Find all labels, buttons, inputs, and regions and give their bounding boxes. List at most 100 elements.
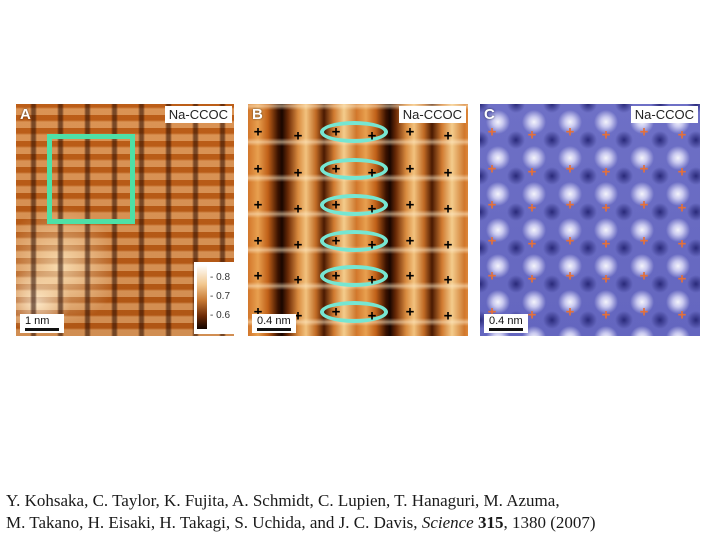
- panel-a-scalebar: 1 nm: [20, 314, 64, 333]
- panel-b-scalebar-label: 0.4 nm: [257, 315, 291, 327]
- citation: Y. Kohsaka, C. Taylor, K. Fujita, A. Sch…: [6, 490, 716, 534]
- panel-c-scalebar-label: 0.4 nm: [489, 315, 523, 327]
- panel-c-label: Na-CCOC: [630, 106, 698, 123]
- panel-c-marker: +: [565, 160, 575, 178]
- panel-b-marker: +: [367, 164, 377, 182]
- panel-c-marker: +: [601, 270, 611, 288]
- panel-c-marker: +: [639, 123, 649, 141]
- panel-b-marker: +: [443, 200, 453, 218]
- panel-b-marker: +: [367, 127, 377, 145]
- panel-a-stm-image: A Na-CCOC - 0.8 - 0.7 - 0.6 1 nm: [16, 104, 234, 336]
- panel-c-marker: +: [677, 235, 687, 253]
- panel-c-marker: +: [601, 163, 611, 181]
- panel-b-oval: [320, 230, 388, 252]
- panel-a-letter: A: [20, 106, 31, 123]
- panel-b-marker: +: [293, 271, 303, 289]
- panel-b-oval: [320, 301, 388, 323]
- panel-c-stm-image: C Na-CCOC + + + + + + + + + + + + + + + + + + + + + + + + + + + + + +…: [480, 104, 700, 336]
- panel-b-marker: +: [331, 232, 341, 250]
- panel-b-marker: +: [405, 303, 415, 321]
- panel-a-scalebar-line: [25, 328, 59, 331]
- panel-b-marker: +: [443, 236, 453, 254]
- panel-c-marker: +: [601, 235, 611, 253]
- panel-c-marker: +: [639, 303, 649, 321]
- panel-b-marker: +: [405, 123, 415, 141]
- panel-b-marker: +: [331, 267, 341, 285]
- panel-c-marker: +: [487, 123, 497, 141]
- panel-c-marker: +: [487, 196, 497, 214]
- panel-c-marker: +: [565, 196, 575, 214]
- panel-b-marker: +: [367, 236, 377, 254]
- panel-b-marker: +: [405, 196, 415, 214]
- panel-c-marker: +: [677, 199, 687, 217]
- panel-c-marker: +: [639, 160, 649, 178]
- panel-c-marker: +: [677, 126, 687, 144]
- panel-b-marker: +: [443, 127, 453, 145]
- panel-b-marker: +: [443, 164, 453, 182]
- panel-c-marker: +: [565, 123, 575, 141]
- panel-b-marker: +: [331, 123, 341, 141]
- citation-journal: Science: [421, 513, 474, 532]
- panel-b-marker: +: [405, 267, 415, 285]
- citation-volume: 315: [477, 513, 504, 532]
- panel-c-marker: +: [527, 235, 537, 253]
- colorbar-tick-high: - 0.8: [210, 272, 231, 283]
- panel-b-oval: [320, 194, 388, 216]
- panel-b-marker: +: [367, 200, 377, 218]
- panel-b-marker: +: [253, 196, 263, 214]
- citation-authors-line2: M. Takano, H. Eisaki, H. Takagi, S. Uchi…: [6, 513, 418, 532]
- panel-b-oval: [320, 265, 388, 287]
- colorbar-tick-mid-value: 0.7: [216, 291, 231, 302]
- panel-b-marker: +: [293, 307, 303, 325]
- panel-b-marker: +: [293, 236, 303, 254]
- panel-b-scalebar: 0.4 nm: [252, 314, 296, 333]
- panel-c-marker: +: [639, 196, 649, 214]
- panel-c-marker: +: [487, 267, 497, 285]
- panel-b-marker: +: [253, 123, 263, 141]
- panel-b-marker: +: [331, 160, 341, 178]
- panel-b-marker: +: [331, 303, 341, 321]
- panel-b-marker: +: [253, 303, 263, 321]
- panel-b-oval: [320, 121, 388, 143]
- panel-c-marker: +: [601, 199, 611, 217]
- citation-pages-year: , 1380 (2007): [503, 513, 596, 532]
- panel-b-marker: +: [367, 271, 377, 289]
- panel-c-marker: +: [487, 232, 497, 250]
- panel-c-marker: +: [487, 303, 497, 321]
- panel-b-scalebar-line: [257, 328, 291, 331]
- panel-c-marker: +: [487, 160, 497, 178]
- panel-c-marker: +: [639, 267, 649, 285]
- panel-c-marker: +: [601, 126, 611, 144]
- panel-b-stm-image: B Na-CCOC + + + + + + + + + + + + + + + + + + + + + + + + + + + + + +…: [248, 104, 468, 336]
- panel-b-letter: B: [252, 106, 263, 123]
- panel-c-marker: +: [677, 270, 687, 288]
- citation-authors-line1: Y. Kohsaka, C. Taylor, K. Fujita, A. Sch…: [6, 491, 560, 510]
- panel-b-marker: +: [367, 307, 377, 325]
- panel-b-marker: +: [253, 267, 263, 285]
- panel-b-marker: +: [405, 232, 415, 250]
- panel-b-marker: +: [253, 232, 263, 250]
- panel-b-marker: +: [443, 271, 453, 289]
- panel-c-marker: +: [677, 306, 687, 324]
- panel-a-scalebar-label: 1 nm: [25, 315, 50, 327]
- panel-b-marker: +: [293, 164, 303, 182]
- panel-b-label: Na-CCOC: [398, 106, 466, 123]
- panel-b-marker: +: [293, 127, 303, 145]
- panel-c-marker: +: [639, 232, 649, 250]
- panel-a-colorbar: - 0.8 - 0.7 - 0.6: [194, 262, 234, 334]
- colorbar-gradient: [197, 265, 207, 329]
- panel-b-marker: +: [443, 307, 453, 325]
- panel-c-marker: +: [527, 270, 537, 288]
- panel-c-marker: +: [527, 199, 537, 217]
- panel-c-marker: +: [677, 163, 687, 181]
- colorbar-tick-low: - 0.6: [210, 310, 231, 321]
- panel-a-label: Na-CCOC: [164, 106, 232, 123]
- panel-b-oval: [320, 158, 388, 180]
- panel-c-marker: +: [527, 163, 537, 181]
- panel-b-marker: +: [331, 196, 341, 214]
- panel-c-marker: +: [565, 303, 575, 321]
- panel-c-letter: C: [484, 106, 495, 123]
- panel-b-marker: +: [253, 160, 263, 178]
- panel-b-marker: +: [293, 200, 303, 218]
- panel-c-marker: +: [527, 126, 537, 144]
